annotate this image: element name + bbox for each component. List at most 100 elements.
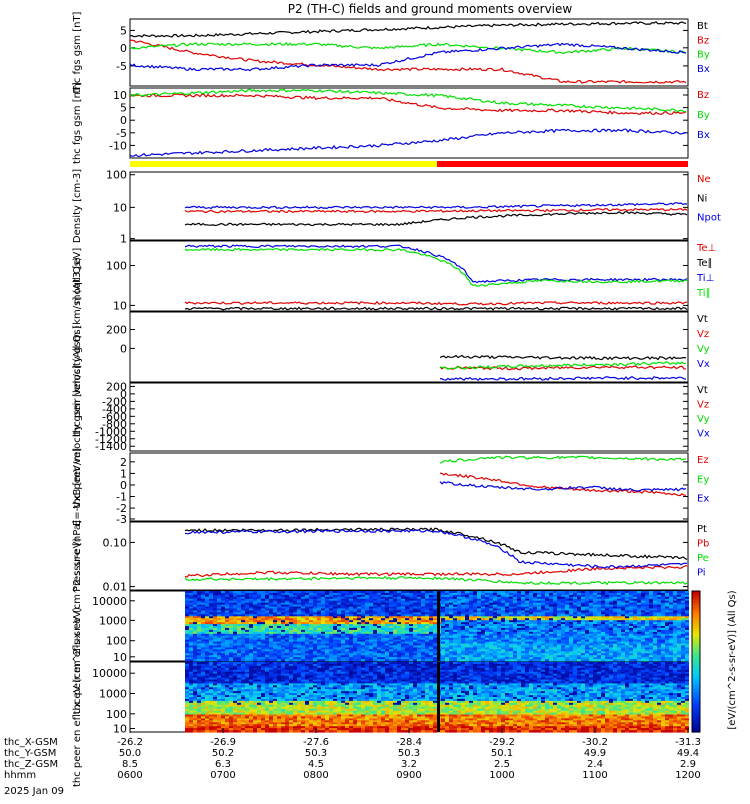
legend-entry: Vz	[697, 329, 709, 340]
heatmap-cell	[377, 659, 381, 662]
heatmap-cell	[601, 659, 605, 662]
heatmap-cell	[381, 659, 385, 662]
heatmap-cell	[461, 659, 465, 662]
series-line-Te⊥	[185, 302, 687, 305]
panel-10	[130, 662, 689, 733]
heatmap-cell	[549, 659, 553, 662]
series-line-Vx	[440, 377, 686, 381]
y-tick-label: 5	[120, 24, 127, 37]
heatmap-cell	[309, 659, 313, 662]
heatmap-cell	[493, 659, 497, 662]
panel-2	[130, 88, 688, 158]
legend-entry: Ez	[697, 455, 709, 466]
heatmap-cell	[285, 659, 289, 662]
heatmap-cell	[365, 659, 369, 662]
heatmap-cell	[213, 659, 217, 662]
heatmap-cell	[589, 659, 593, 662]
legend-entry: Ex	[697, 494, 709, 505]
legend-entry: Bz	[697, 35, 709, 46]
mode-bar-red	[437, 161, 688, 167]
heatmap-cell	[333, 659, 337, 662]
heatmap-cell	[669, 659, 673, 662]
heatmap-cell	[665, 659, 669, 662]
series-line-Ne	[185, 209, 687, 213]
y-tick-label: 0	[120, 114, 127, 127]
series-line-By	[130, 89, 686, 111]
panel-frame	[130, 312, 688, 382]
y-tick-label: -5	[116, 127, 127, 140]
legend-entry: Vy	[697, 344, 710, 355]
y-axis-title: Density [cm-3]	[72, 169, 83, 243]
panel-frame	[130, 88, 688, 158]
heatmap-cell	[649, 659, 653, 662]
panel-frame	[130, 19, 688, 86]
series-line-Pe	[185, 577, 687, 585]
panel-7	[130, 453, 688, 521]
heatmap-cell	[573, 659, 577, 662]
y-tick-label: 0	[120, 342, 127, 355]
panel-4	[130, 241, 688, 311]
series-line-Bz	[130, 94, 686, 114]
series-line-Ti∥	[185, 249, 687, 287]
heatmap-cell	[185, 730, 189, 733]
panel-3	[130, 172, 688, 240]
heatmap-cell	[301, 659, 305, 662]
heatmap-cell	[505, 659, 509, 662]
heatmap-cell	[585, 659, 589, 662]
heatmap-cell	[453, 659, 457, 662]
heatmap-cell	[681, 659, 685, 662]
heatmap-cell	[529, 659, 533, 662]
plot-title: P2 (TH-C) fields and ground moments over…	[288, 2, 573, 16]
heatmap-cell	[617, 659, 621, 662]
heatmap-cell	[293, 659, 297, 662]
heatmap-cell	[677, 659, 681, 662]
heatmap-cell	[445, 659, 449, 662]
heatmap-gap	[437, 591, 440, 661]
heatmap-cell	[537, 659, 541, 662]
heatmap-cell	[633, 659, 637, 662]
heatmap-cell	[613, 659, 617, 662]
heatmap-cell	[197, 730, 201, 733]
heatmap-cell	[205, 659, 209, 662]
series-line-Pt	[185, 528, 687, 559]
heatmap-cell	[397, 659, 401, 662]
heatmap-cell	[253, 659, 257, 662]
heatmap-cell	[321, 659, 325, 662]
heatmap-cell	[185, 659, 189, 662]
heatmap-cell	[409, 659, 413, 662]
heatmap-cell	[385, 659, 389, 662]
heatmap-cell	[593, 659, 597, 662]
heatmap-cell	[525, 659, 529, 662]
legend-entry: Ey	[697, 474, 709, 485]
y-tick-label: -3	[116, 513, 127, 526]
heatmap-cell	[545, 659, 549, 662]
y-tick-label: 100	[106, 260, 127, 273]
heatmap-cell	[193, 659, 197, 662]
heatmap-cell	[265, 659, 269, 662]
heatmap-cell	[433, 659, 437, 662]
y-tick-label: 0	[120, 42, 127, 55]
mode-bar-yellow	[130, 161, 437, 167]
heatmap-cell	[509, 659, 513, 662]
heatmap-cell	[241, 659, 245, 662]
heatmap-cell	[473, 659, 477, 662]
heatmap-cell	[629, 659, 633, 662]
heatmap-cell	[489, 659, 493, 662]
heatmap-cell	[449, 659, 453, 662]
heatmap-cell	[517, 659, 521, 662]
y-tick-label: 10	[113, 651, 127, 664]
panel-5	[130, 312, 688, 382]
heatmap-cell	[469, 659, 473, 662]
heatmap-cell	[481, 659, 485, 662]
y-tick-label: -5	[116, 60, 127, 73]
legend-entry: Vt	[697, 385, 708, 396]
heatmap-cell	[341, 659, 345, 662]
heatmap-cell	[557, 659, 561, 662]
heatmap-cell	[429, 659, 433, 662]
heatmap-cell	[361, 659, 365, 662]
y-axis-title: thc fgs gsm [nT]	[72, 11, 83, 93]
heatmap-cell	[317, 659, 321, 662]
y-tick-label: 10	[113, 201, 127, 214]
heatmap-cell	[205, 730, 209, 733]
heatmap-cell	[209, 730, 213, 733]
